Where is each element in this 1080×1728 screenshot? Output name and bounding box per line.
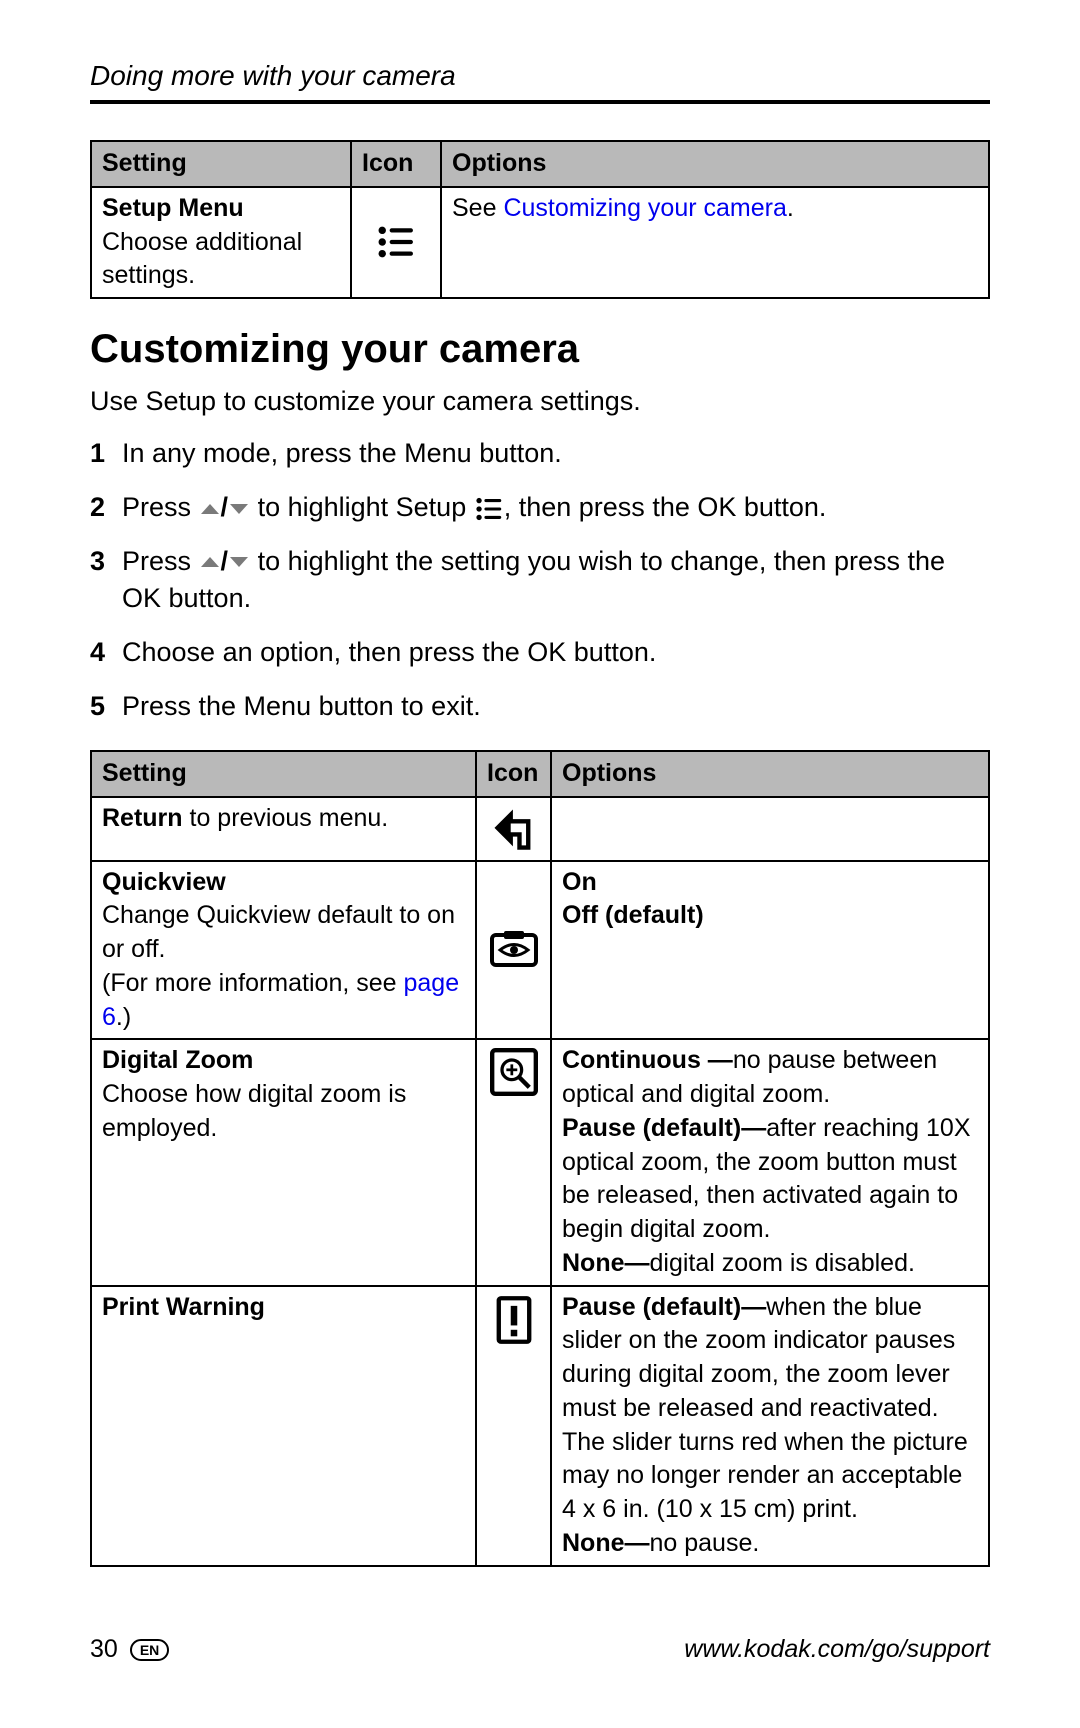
table-row: Digital Zoom Choose how digital zoom is …	[91, 1039, 989, 1285]
return-desc: to previous menu.	[183, 804, 389, 832]
quickview-desc2b: .)	[116, 1003, 131, 1031]
dz-o1b: Continuous —	[562, 1046, 733, 1074]
support-url: www.kodak.com/go/support	[684, 1635, 990, 1664]
step2c: , then press the OK button.	[504, 492, 827, 522]
settings-table-main: Setting Icon Options Return to previous …	[90, 750, 990, 1567]
pw-o2b: None—	[562, 1529, 650, 1557]
th-icon: Icon	[351, 141, 441, 187]
quickview-icon	[488, 929, 540, 971]
customizing-link[interactable]: Customizing your camera	[503, 194, 786, 222]
cell-options: See Customizing your camera.	[441, 187, 989, 298]
th-options: Options	[441, 141, 989, 187]
return-icon	[494, 806, 534, 852]
setup-menu-title: Setup Menu	[102, 194, 244, 222]
pw-o2t: no pause.	[650, 1529, 760, 1557]
cell-setting: Setup Menu Choose additional settings.	[91, 187, 351, 298]
setup-menu-icon	[372, 224, 420, 260]
footer: 30 EN www.kodak.com/go/support	[90, 1635, 990, 1664]
step-2: 2 Press / to highlight Setup , then pres…	[90, 489, 990, 527]
th-options: Options	[551, 751, 989, 797]
step2a: Press	[122, 492, 199, 522]
section-header: Doing more with your camera	[90, 60, 990, 92]
lang-badge: EN	[130, 1639, 169, 1661]
return-title: Return	[102, 804, 183, 832]
header-rule	[90, 100, 990, 104]
dz-o3t: digital zoom is disabled.	[650, 1249, 915, 1277]
table-row: Print Warning Pause (default)—when the b…	[91, 1286, 989, 1566]
step-4-text: Choose an option, then press the OK butt…	[122, 634, 990, 672]
th-setting: Setting	[91, 751, 476, 797]
quickview-desc2a: (For more information, see	[102, 969, 404, 997]
opt-prefix: See	[452, 194, 503, 222]
step2b: to highlight Setup	[258, 492, 474, 522]
pw-o1b: Pause (default)—	[562, 1293, 766, 1321]
updown-icon: /	[199, 492, 258, 522]
step-3: 3 Press / to highlight the setting you w…	[90, 543, 990, 619]
opt-suffix: .	[787, 194, 794, 222]
th-setting: Setting	[91, 141, 351, 187]
updown-icon: /	[199, 546, 258, 576]
intro-text: Use Setup to customize your camera setti…	[90, 386, 990, 417]
setup-inline-icon	[474, 492, 504, 522]
steps-list: 1In any mode, press the Menu button. 2 P…	[90, 435, 990, 726]
table-row: Return to previous menu.	[91, 797, 989, 861]
quickview-desc1: Change Quickview default to on or off.	[102, 901, 455, 963]
dz-o2b: Pause (default)—	[562, 1114, 766, 1142]
settings-table-top: Setting Icon Options Setup Menu Choose a…	[90, 140, 990, 299]
page-title: Customizing your camera	[90, 327, 990, 372]
step-5: 5Press the Menu button to exit.	[90, 688, 990, 726]
th-icon: Icon	[476, 751, 551, 797]
table-row: Quickview Change Quickview default to on…	[91, 861, 989, 1040]
step3a: Press	[122, 546, 199, 576]
pw-title: Print Warning	[102, 1293, 265, 1321]
cell-icon	[351, 187, 441, 298]
step-1: 1In any mode, press the Menu button.	[90, 435, 990, 473]
page-number: 30	[90, 1635, 118, 1664]
digital-zoom-icon	[490, 1048, 538, 1096]
pw-o1t: when the blue slider on the zoom indicat…	[562, 1293, 968, 1524]
opt-off: Off (default)	[562, 901, 704, 929]
step-1-text: In any mode, press the Menu button.	[122, 435, 990, 473]
step-5-text: Press the Menu button to exit.	[122, 688, 990, 726]
opt-on: On	[562, 868, 597, 896]
setup-menu-desc: Choose additional settings.	[102, 228, 302, 290]
dz-o3b: None—	[562, 1249, 650, 1277]
print-warning-icon	[495, 1295, 533, 1345]
dzoom-title: Digital Zoom	[102, 1046, 253, 1074]
dzoom-desc: Choose how digital zoom is employed.	[102, 1080, 406, 1142]
quickview-title: Quickview	[102, 868, 226, 896]
step-4: 4Choose an option, then press the OK but…	[90, 634, 990, 672]
